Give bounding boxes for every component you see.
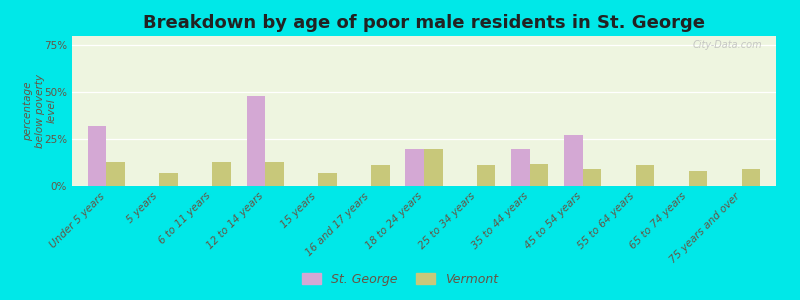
Bar: [689, 171, 707, 186]
Title: Breakdown by age of poor male residents in St. George: Breakdown by age of poor male residents …: [143, 14, 705, 32]
Bar: [511, 148, 530, 186]
Bar: [424, 148, 442, 186]
Bar: [246, 96, 266, 186]
Bar: [582, 169, 602, 186]
Bar: [212, 162, 230, 186]
Bar: [564, 135, 582, 186]
Bar: [106, 162, 125, 186]
Bar: [530, 164, 548, 186]
Text: City-Data.com: City-Data.com: [692, 40, 762, 50]
Bar: [406, 148, 424, 186]
Bar: [371, 165, 390, 186]
Bar: [318, 173, 337, 186]
Bar: [266, 162, 284, 186]
Legend: St. George, Vermont: St. George, Vermont: [297, 268, 503, 291]
Bar: [88, 126, 106, 186]
Bar: [159, 173, 178, 186]
Bar: [636, 165, 654, 186]
Y-axis label: percentage
below poverty
level: percentage below poverty level: [23, 74, 57, 148]
Bar: [742, 169, 760, 186]
Bar: [477, 165, 495, 186]
